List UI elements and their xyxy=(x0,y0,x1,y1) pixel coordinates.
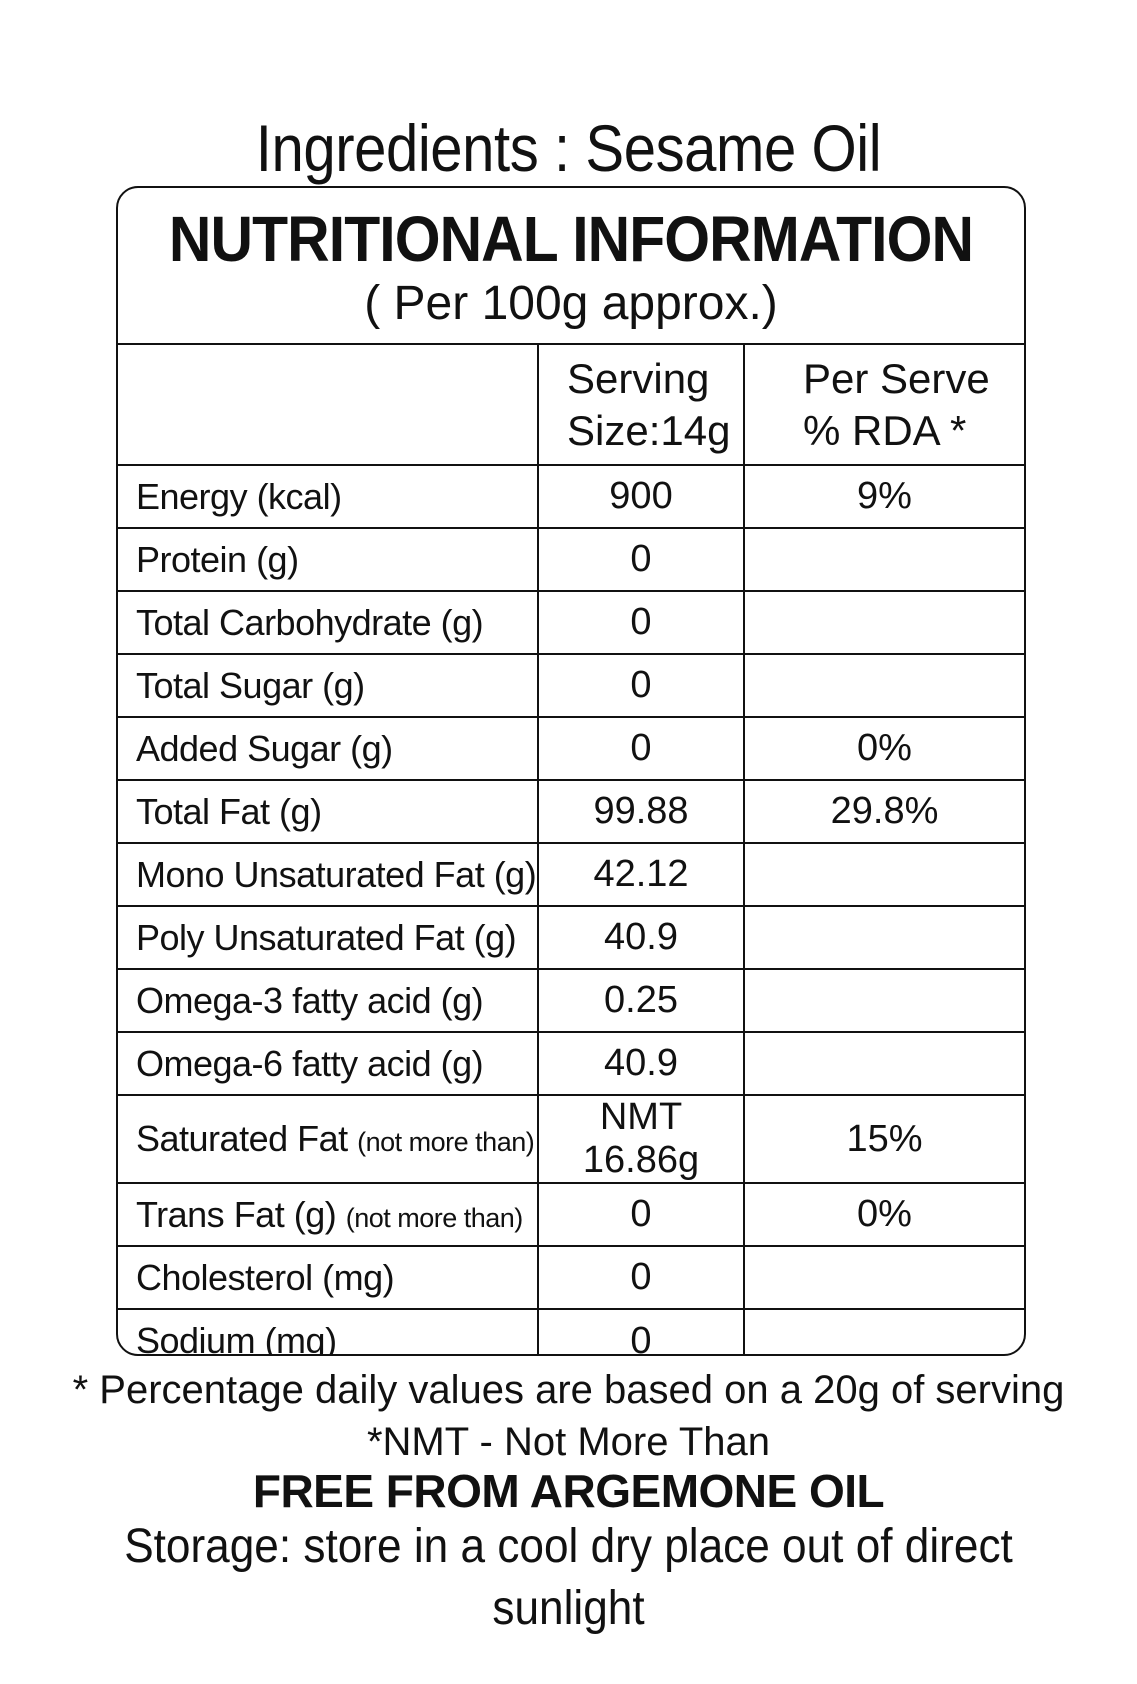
serving-value: 0 xyxy=(538,1246,745,1310)
nutrient-name: Added Sugar (g) xyxy=(118,717,539,781)
nutrient-label: Omega-6 fatty acid (g) xyxy=(136,1042,484,1084)
table-row: Omega-3 fatty acid (g) 0.25 xyxy=(118,969,1024,1033)
rda-value: 9% xyxy=(744,465,1024,529)
nutrition-title: NUTRITIONAL INFORMATION xyxy=(168,203,974,275)
nutrient-label: Total Fat (g) xyxy=(136,790,322,832)
rda-value xyxy=(744,843,1024,907)
rda-column-header: Per Serve % RDA * xyxy=(744,345,1024,466)
table-row: Protein (g) 0 xyxy=(118,528,1024,592)
rda-value xyxy=(744,1309,1024,1354)
serving-value: 0.25 xyxy=(538,969,745,1033)
nutrient-label: Protein (g) xyxy=(136,538,299,580)
storage-note: Storage: store in a cool dry place out o… xyxy=(124,1520,1013,1635)
nutrient-name: Omega-6 fatty acid (g) xyxy=(118,1032,539,1096)
nutrient-qualifier: (not more than) xyxy=(345,1202,524,1233)
nutrient-name: Total Carbohydrate (g) xyxy=(118,591,539,655)
nutrient-label: Omega-3 fatty acid (g) xyxy=(136,979,484,1021)
nutrient-name: Total Sugar (g) xyxy=(118,654,539,718)
serving-value: 99.88 xyxy=(538,780,745,844)
table-row: Omega-6 fatty acid (g) 40.9 xyxy=(118,1032,1024,1096)
rda-value xyxy=(744,528,1024,592)
serving-value: 40.9 xyxy=(538,906,745,970)
nutrient-label: Added Sugar (g) xyxy=(136,727,393,769)
table-row: Total Carbohydrate (g) 0 xyxy=(118,591,1024,655)
nutrient-name: Total Fat (g) xyxy=(118,780,539,844)
nutrient-label: Sodium (mg) xyxy=(136,1320,337,1356)
rda-header-line1: Per Serve xyxy=(803,354,990,402)
nutrition-table: Serving Size:14g Per Serve % RDA * Energ… xyxy=(118,345,1024,1356)
nutrient-label: Trans Fat (g) xyxy=(136,1193,346,1235)
table-row: Cholesterol (mg) 0 xyxy=(118,1246,1024,1310)
nutrient-label: Poly Unsaturated Fat (g) xyxy=(136,916,517,958)
serving-size-column-header: Serving Size:14g xyxy=(538,345,745,466)
table-row: Energy (kcal) 900 9% xyxy=(118,465,1024,529)
serving-value: 0 xyxy=(538,654,745,718)
nutrient-name: Energy (kcal) xyxy=(118,465,539,529)
serving-value: 0 xyxy=(538,717,745,781)
nutrient-column-header xyxy=(118,345,539,466)
rda-value xyxy=(744,1246,1024,1310)
table-row: Total Sugar (g) 0 xyxy=(118,654,1024,718)
nutrient-name: Protein (g) xyxy=(118,528,539,592)
serving-value: 40.9 xyxy=(538,1032,745,1096)
nutrient-label: Cholesterol (mg) xyxy=(136,1256,395,1298)
nutrient-label: Total Sugar (g) xyxy=(136,664,365,706)
serving-value: NMT 16.86g xyxy=(538,1095,745,1184)
serving-value: 0 xyxy=(538,591,745,655)
rda-header-line2: % RDA * xyxy=(803,406,967,454)
serving-value: 0 xyxy=(538,1183,745,1247)
table-header-row: Serving Size:14g Per Serve % RDA * xyxy=(118,345,1024,466)
nutrient-label: Mono Unsaturated Fat (g) xyxy=(136,853,537,895)
nutrient-name: Trans Fat (g) (not more than) xyxy=(118,1183,539,1247)
table-row: Mono Unsaturated Fat (g) 42.12 xyxy=(118,843,1024,907)
rda-value: 0% xyxy=(744,717,1024,781)
serving-value: 900 xyxy=(538,465,745,529)
rda-value xyxy=(744,906,1024,970)
nutrient-label: Energy (kcal) xyxy=(136,475,342,517)
nutrient-name: Cholesterol (mg) xyxy=(118,1246,539,1310)
rda-footnote: * Percentage daily values are based on a… xyxy=(72,1368,1065,1412)
nmt-footnote: *NMT - Not More Than xyxy=(366,1420,771,1464)
rda-value: 15% xyxy=(744,1095,1024,1184)
serving-value: 42.12 xyxy=(538,843,745,907)
panel-header: NUTRITIONAL INFORMATION ( Per 100g appro… xyxy=(118,188,1024,345)
nutrient-name: Saturated Fat (not more than) xyxy=(118,1095,539,1184)
rda-value xyxy=(744,654,1024,718)
argemone-free-note: FREE FROM ARGEMONE OIL xyxy=(252,1465,885,1517)
nutrient-label: Saturated Fat xyxy=(136,1118,358,1159)
ingredients-line: Ingredients : Sesame Oil xyxy=(255,111,882,185)
rda-value: 0% xyxy=(744,1183,1024,1247)
per-100g-note: ( Per 100g approx.) xyxy=(364,277,778,330)
nutrition-panel: NUTRITIONAL INFORMATION ( Per 100g appro… xyxy=(116,186,1026,1356)
table-row: Poly Unsaturated Fat (g) 40.9 xyxy=(118,906,1024,970)
rda-value xyxy=(744,591,1024,655)
nutrient-name: Omega-3 fatty acid (g) xyxy=(118,969,539,1033)
rda-value xyxy=(744,1032,1024,1096)
rda-value xyxy=(744,969,1024,1033)
nutrient-name: Mono Unsaturated Fat (g) xyxy=(118,843,539,907)
serving-value: 0 xyxy=(538,528,745,592)
nutrient-qualifier: (not more than) xyxy=(357,1127,535,1157)
table-row: Saturated Fat (not more than) NMT 16.86g 1… xyxy=(118,1095,1024,1184)
table-row: Added Sugar (g) 0 0% xyxy=(118,717,1024,781)
table-row: Total Fat (g) 99.88 29.8% xyxy=(118,780,1024,844)
nutrient-label: Total Carbohydrate (g) xyxy=(136,601,484,643)
nutrient-name: Sodium (mg) xyxy=(118,1309,539,1356)
serving-header-line2: Size:14g xyxy=(567,406,731,454)
serving-value: 0 xyxy=(538,1309,745,1354)
table-row: Sodium (mg) 0 xyxy=(118,1309,1024,1356)
rda-value: 29.8% xyxy=(744,780,1024,844)
table-row: Trans Fat (g) (not more than) 0 0% xyxy=(118,1183,1024,1247)
nutrient-name: Poly Unsaturated Fat (g) xyxy=(118,906,539,970)
serving-header-line1: Serving xyxy=(567,354,710,402)
